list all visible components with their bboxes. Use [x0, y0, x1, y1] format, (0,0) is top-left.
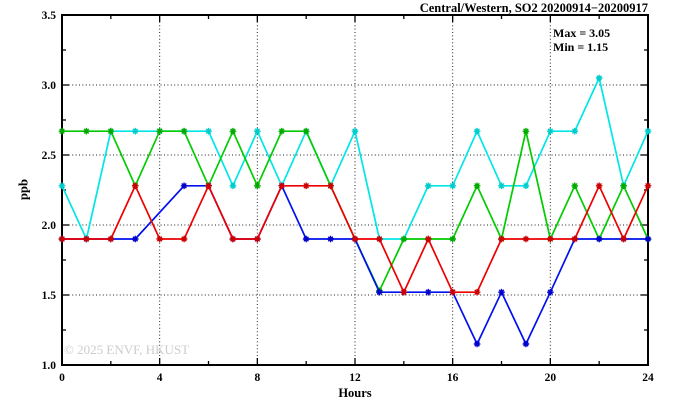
plot-frame [61, 14, 649, 366]
series-blue-marker [302, 235, 310, 243]
series-green-marker [473, 182, 481, 190]
series-green-marker [571, 182, 579, 190]
x-tick-label: 24 [642, 372, 654, 384]
series-green-marker [449, 235, 456, 243]
series-blue-marker [473, 340, 481, 348]
series-red-marker [400, 288, 408, 296]
series-green-marker [58, 127, 66, 135]
series-red-marker [107, 235, 115, 243]
series-red-marker [644, 182, 652, 190]
series-red-marker [571, 235, 579, 243]
series-red-marker [254, 235, 261, 243]
series-blue-marker [327, 235, 334, 243]
series-green-marker [620, 182, 627, 190]
series-blue-marker [131, 235, 139, 243]
y-tick-label: 3.5 [42, 10, 57, 22]
series-cyan-marker [131, 127, 139, 135]
y-tick-label: 3.0 [42, 80, 57, 92]
min-annotation: Min = 1.15 [553, 40, 609, 54]
series-cyan-marker [351, 127, 359, 135]
series-red-marker [424, 235, 432, 243]
series-blue-marker [180, 182, 188, 190]
x-tick-label: 12 [349, 372, 361, 384]
series-green-marker [522, 127, 530, 135]
series-green-marker [180, 127, 188, 135]
series-red-marker [595, 182, 603, 190]
series-green-marker [156, 127, 163, 135]
series-red-marker [278, 182, 286, 190]
series-red-marker [351, 235, 359, 243]
series-cyan-marker [424, 182, 432, 190]
series-red-marker [302, 182, 310, 190]
series-cyan-marker [595, 74, 603, 82]
y-tick-label: 2.0 [42, 220, 57, 232]
series-red-marker [449, 288, 456, 296]
x-tick-label: 0 [59, 372, 65, 384]
series-cyan-marker [205, 127, 212, 135]
series-red-marker [156, 235, 163, 243]
y-axis-label: ppb [16, 179, 31, 200]
series-blue-marker [424, 288, 432, 296]
series-red-marker [229, 235, 237, 243]
series-cyan-marker [473, 127, 481, 135]
series-red-marker [327, 182, 334, 190]
series-cyan-marker [58, 182, 66, 190]
stats-annotation: Max = 3.05 Min = 1.15 [553, 26, 610, 54]
series-blue-line [62, 184, 648, 345]
series-green-marker [302, 127, 310, 135]
series-blue-marker [595, 235, 603, 243]
series-red-marker [473, 288, 481, 296]
x-axis-label: Hours [338, 386, 372, 400]
series-red-marker [547, 235, 554, 243]
series-blue-marker [644, 235, 652, 243]
series-red-marker [376, 235, 383, 243]
series-green-marker [278, 127, 286, 135]
chart-title: Central/Western, SO2 20200914−20200917 [419, 1, 648, 15]
y-tick-label: 1.0 [42, 360, 57, 372]
series-red-marker [83, 235, 90, 243]
x-tick-label: 4 [157, 372, 163, 384]
series-blue-marker [547, 288, 554, 296]
max-annotation: Max = 3.05 [553, 26, 611, 40]
series-cyan-marker [449, 182, 456, 190]
series-cyan-marker [229, 182, 237, 190]
series-blue [58, 182, 652, 348]
x-tick-label: 20 [545, 372, 557, 384]
axis-ticks [61, 14, 649, 366]
series-red-marker [205, 182, 212, 190]
series-cyan-marker [547, 127, 554, 135]
series-red-marker [131, 182, 139, 190]
gridlines [62, 15, 648, 365]
series-red [58, 182, 652, 296]
series-green-marker [107, 127, 115, 135]
x-tick-label: 16 [447, 372, 459, 384]
series-green-marker [254, 182, 261, 190]
series-red-marker [58, 235, 66, 243]
tick-labels: 0 4 8 12 16 20 24 1.0 1.5 2.0 2.5 3.0 3.5 [42, 10, 654, 384]
x-tick-label: 8 [254, 372, 260, 384]
series-blue-marker [376, 288, 383, 296]
series-red-marker [498, 235, 505, 243]
series-green-marker [83, 127, 90, 135]
series-green-marker [400, 235, 408, 243]
series-cyan-marker [571, 127, 579, 135]
series-green-marker [229, 127, 237, 135]
y-tick-label: 1.5 [42, 290, 57, 302]
series-cyan-marker [254, 127, 261, 135]
series-blue-marker [522, 340, 530, 348]
series-red-marker [522, 235, 530, 243]
y-tick-label: 2.5 [42, 150, 57, 162]
watermark: © 2025 ENVF, HKUST [64, 342, 190, 357]
series-red-marker [180, 235, 188, 243]
series-cyan-marker [498, 182, 505, 190]
series-cyan-marker [522, 182, 530, 190]
series-blue-marker [498, 288, 505, 296]
series-red-marker [620, 235, 627, 243]
series-cyan-marker [644, 127, 652, 135]
